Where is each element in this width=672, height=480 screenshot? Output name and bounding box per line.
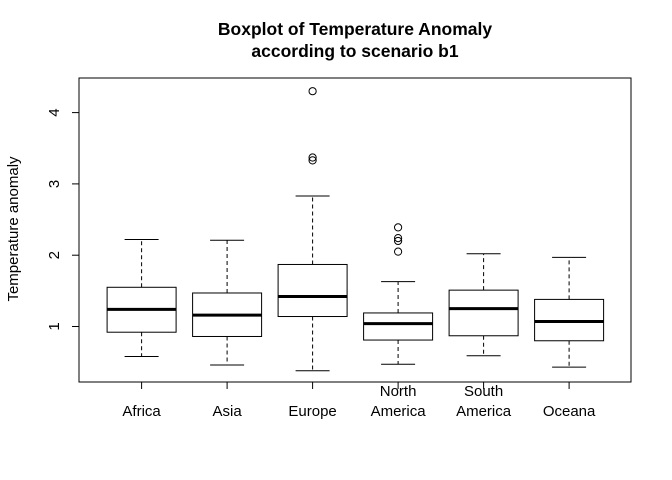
chart-title-line-1: Boxplot of Temperature Anomaly (218, 19, 492, 39)
x-tick-label-5-line-1: South (464, 383, 503, 400)
y-tick-label-3: 3 (46, 180, 63, 188)
y-tick-label-2: 2 (46, 251, 63, 259)
y-axis-label: Temperature anomaly (5, 156, 22, 302)
box-4-outlier-3 (394, 233, 403, 243)
y-tick-label-1: 1 (46, 322, 63, 330)
y-tick-label-4: 4 (46, 108, 63, 116)
chart-marks: 1 2 3 4 Africa Asia Europe North America South Ame… (46, 87, 605, 420)
x-tick-label-4-line-2: America (371, 403, 427, 420)
box-5-iqr (448, 289, 519, 337)
box-3-outlier-1 (308, 156, 317, 165)
x-tick-label-6: Oceana (543, 403, 596, 420)
x-tick-label-1: Africa (122, 403, 161, 420)
box-3-iqr (277, 263, 348, 318)
box-3-outlier-3 (308, 87, 317, 96)
box-3-outlier-2 (308, 153, 317, 162)
box-4-outlier-4 (394, 223, 403, 232)
x-tick-label-4-line-1: North (380, 383, 417, 400)
box-4-outlier-2 (394, 236, 403, 246)
chart-title-line-2: according to scenario b1 (251, 41, 458, 61)
x-tick-label-5-line-2: America (456, 403, 512, 420)
box-4-iqr (363, 312, 434, 341)
x-tick-label-2: Asia (213, 403, 243, 420)
plot-frame (78, 77, 632, 383)
x-tick-label-3: Europe (288, 403, 336, 420)
box-4-outlier-1 (394, 247, 403, 256)
